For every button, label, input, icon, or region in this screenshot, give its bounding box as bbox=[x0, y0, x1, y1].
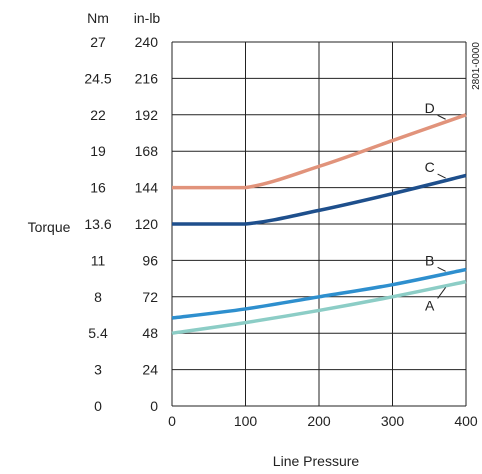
y-tick-label-inlb: 168 bbox=[135, 143, 159, 159]
y-tick-label-inlb: 192 bbox=[135, 107, 159, 123]
series-label-leader bbox=[437, 114, 446, 120]
y-tick-label-inlb: 96 bbox=[142, 252, 158, 268]
y-tick-label-nm: 16 bbox=[90, 180, 106, 196]
series-label-leader bbox=[437, 266, 446, 272]
y-tick-label-nm: 22 bbox=[90, 107, 106, 123]
y-tick-label-inlb: 144 bbox=[135, 180, 159, 196]
y-tick-label-inlb: 72 bbox=[142, 289, 158, 305]
x-tick-label: 0 bbox=[168, 413, 176, 429]
series-line-c bbox=[172, 173, 467, 226]
y-tick-label-nm: 3 bbox=[94, 362, 102, 378]
y-tick-label-nm: 8 bbox=[94, 289, 102, 305]
y-tick-label-nm: 5.4 bbox=[88, 325, 108, 341]
x-tick-label: 100 bbox=[234, 413, 258, 429]
series-labels: A B C D bbox=[425, 100, 447, 313]
y-axis-title: Torque bbox=[28, 219, 71, 235]
nm-unit-label: Nm bbox=[87, 10, 109, 26]
y-tick-label-nm: 27 bbox=[90, 34, 106, 50]
y-tick-label-inlb: 48 bbox=[142, 325, 158, 341]
x-tick-label: 200 bbox=[307, 413, 331, 429]
y-tick-label-inlb: 24 bbox=[142, 362, 158, 378]
y-tick-label-inlb: 120 bbox=[135, 216, 159, 232]
y-tick-label-inlb: 216 bbox=[135, 70, 159, 86]
series-label-b: B bbox=[425, 252, 434, 268]
y-tick-label-nm: 19 bbox=[90, 143, 106, 159]
y-tick-label-nm: 13.6 bbox=[84, 216, 111, 232]
series-line-b bbox=[171, 267, 467, 320]
series-label-leader bbox=[437, 173, 446, 179]
axes: 00243485.4728961112013.61441616819192222… bbox=[84, 34, 478, 429]
series-line-a bbox=[171, 279, 467, 335]
series-label-d: D bbox=[425, 100, 435, 116]
y-tick-label-nm: 11 bbox=[91, 252, 106, 268]
series-label-a: A bbox=[425, 297, 435, 313]
x-tick-label: 400 bbox=[454, 413, 478, 429]
inlb-unit-label: in-lb bbox=[134, 10, 161, 26]
y-tick-label-nm: 0 bbox=[94, 398, 102, 414]
y-tick-label-nm: 24.5 bbox=[84, 70, 111, 86]
series-label-leader bbox=[437, 287, 447, 299]
y-tick-label-inlb: 240 bbox=[135, 34, 159, 50]
series-line-d bbox=[172, 113, 467, 190]
series-lines bbox=[171, 113, 467, 335]
x-tick-label: 300 bbox=[381, 413, 405, 429]
figure-id: 2801-0000 bbox=[471, 42, 482, 90]
series-label-c: C bbox=[425, 159, 435, 175]
x-axis-title: Line Pressure bbox=[273, 453, 360, 469]
y-tick-label-inlb: 0 bbox=[150, 398, 158, 414]
